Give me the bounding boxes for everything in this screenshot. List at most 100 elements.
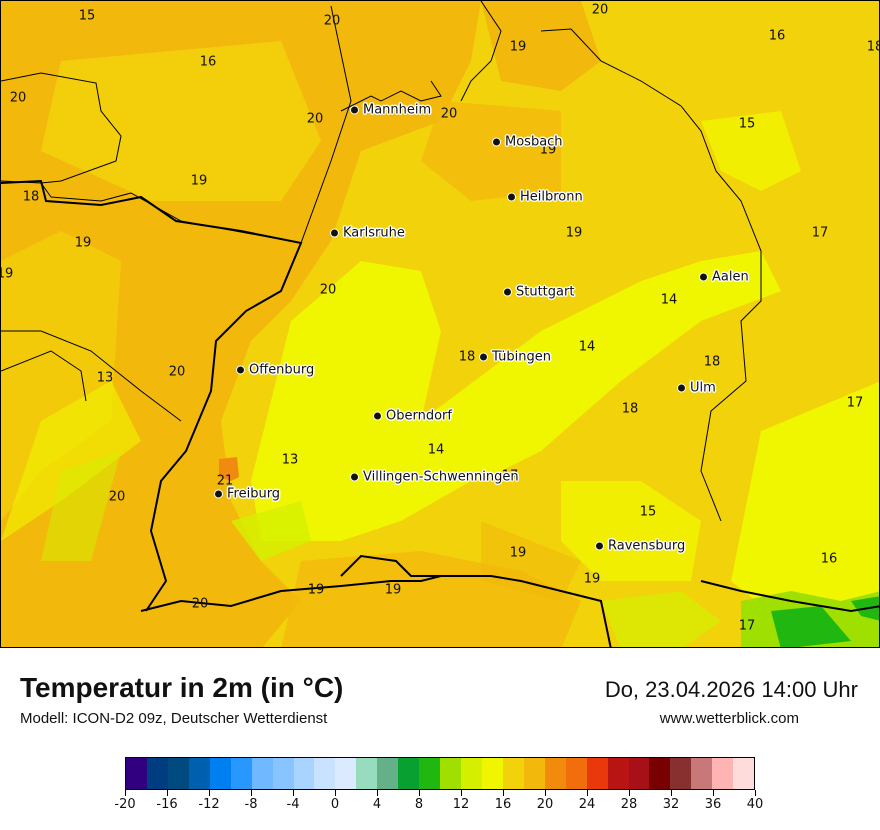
city-dot-icon [507,192,516,202]
colorbar-segment [167,758,189,789]
city-marker: Freiburg [214,488,280,501]
city-name: Offenburg [249,362,315,378]
temperature-value: 15 [78,8,96,24]
city-name: Villingen-Schwenningen [363,469,519,485]
colorbar-tick-label: 12 [452,797,470,812]
city-name: Tübingen [492,349,551,365]
colorbar-tick-label: -20 [114,797,136,812]
temperature-value: 19 [1,266,14,282]
colorbar-segment [377,758,399,789]
colorbar-tick-label: 8 [414,797,424,812]
colorbar-segment [209,758,231,789]
city-marker: Tübingen [479,349,551,365]
colorbar-tick-label: -8 [244,797,258,812]
temperature-value: 20 [306,111,324,127]
colorbar-segment [188,758,210,789]
colorbar-tick-label: -16 [156,797,178,812]
temperature-value: 19 [509,39,527,55]
city-dot-icon [236,365,245,375]
colorbar-segment [440,758,461,789]
city-dot-icon [503,287,512,297]
colorbar-tick [670,790,672,796]
temperature-value: 19 [539,142,557,158]
city-dot-icon [479,352,488,362]
city-name: Karlsruhe [343,225,405,241]
colorbar-tick [712,790,714,796]
colorbar-segment [565,758,587,789]
city-dot-icon [350,105,359,115]
city-name: Ravensburg [608,538,686,554]
colorbar-tick-label: 32 [662,797,680,812]
temperature-value: 16 [820,551,838,567]
temperature-value: 18 [22,189,40,205]
colorbar-tick [418,790,420,796]
colorbar-segment [523,758,545,789]
temperature-value: 17 [501,468,519,484]
temperature-value: 20 [108,489,126,505]
colorbar-segment [733,758,755,789]
colorbar-segment [712,758,734,789]
temperature-value: 13 [96,370,114,386]
city-dot-icon [492,137,501,147]
temperature-value: 19 [190,173,208,189]
colorbar-segment [481,758,503,789]
colorbar-segment [126,758,147,789]
colorbar-tick-label: -4 [286,797,300,812]
temperature-value: 15 [738,116,756,132]
colorbar-tick [124,790,126,796]
colorbar-segment [586,758,608,789]
temperature-value: 16 [199,54,217,70]
colorbar-tick [586,790,588,796]
city-name: Heilbronn [520,189,583,205]
colorbar-tick-label: 24 [578,797,596,812]
map-title: Temperatur in 2m (in °C) [20,672,344,703]
colorbar-tick [376,790,378,796]
temperature-value: 20 [9,90,27,106]
city-name: Stuttgart [516,284,575,300]
colorbar-tick [292,790,294,796]
city-marker: Mosbach [492,134,563,150]
temperature-value: 20 [168,364,186,380]
colorbar-tick [208,790,210,796]
colorbar-tick-label: 0 [330,797,340,812]
temperature-value: 16 [768,28,786,44]
colorbar-tick-label: 4 [372,797,382,812]
city-name: Mannheim [363,102,432,118]
colorbar-tick [628,790,630,796]
colorbar-segment [251,758,273,789]
colorbar-tick [502,790,504,796]
city-marker: Offenburg [236,362,315,378]
temperature-value: 19 [307,582,325,598]
colorbar-segment [230,758,252,789]
temperature-value: 20 [191,596,209,612]
temperature-value: 19 [509,545,527,561]
colorbar-segment [314,758,336,789]
colorbar-tick-label: 20 [536,797,554,812]
colorbar-tick [250,790,252,796]
colorbar-segment [691,758,713,789]
temperature-value: 19 [583,571,601,587]
temperature-value: 15 [639,504,657,520]
city-marker: Karlsruhe [330,225,405,241]
colorbar-tick [460,790,462,796]
temperature-value: 19 [74,235,92,251]
temperature-value: 20 [591,2,609,18]
temperature-value: 20 [319,282,337,298]
colorbar-segment [649,758,671,789]
city-marker: Heilbronn [507,189,583,205]
website-link[interactable]: www.wetterblick.com [659,710,799,727]
colorbar-tick [754,790,756,796]
colorbar-tick-label: 40 [746,797,764,812]
city-dot-icon [677,383,686,393]
temperature-map: 15 20 20 16 18 19 16 20 20 20 15 19 19 18 19 17 19 19 20 14… [0,0,880,648]
colorbar-segment [461,758,482,789]
city-name: Aalen [712,269,749,285]
colorbar-segment [335,758,357,789]
city-name: Mosbach [505,134,563,150]
colorbar-segment [419,758,441,789]
city-marker: Mannheim [350,102,432,118]
colorbar-segment [607,758,629,789]
colorbar-segment [502,758,524,789]
colorbar-segment [670,758,692,789]
colorbar-tick [166,790,168,796]
